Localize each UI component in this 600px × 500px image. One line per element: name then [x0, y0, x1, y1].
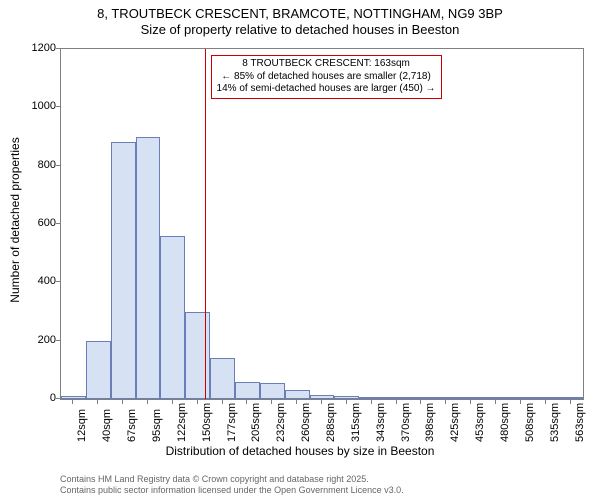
x-tick-mark — [296, 400, 297, 404]
histogram-bar — [459, 397, 484, 399]
histogram-bar — [409, 397, 434, 399]
x-tick-mark — [122, 400, 123, 404]
x-tick-mark — [495, 400, 496, 404]
x-tick-label: 343sqm — [375, 403, 387, 442]
info-box-line1: 8 TROUTBECK CRESCENT: 163sqm — [217, 58, 436, 71]
chart-title-line2: Size of property relative to detached ho… — [0, 22, 600, 37]
x-tick-label: 122sqm — [176, 403, 188, 442]
x-tick-label: 177sqm — [226, 403, 238, 442]
reference-info-box: 8 TROUTBECK CRESCENT: 163sqm ← 85% of de… — [211, 55, 442, 99]
x-tick-label: 563sqm — [574, 403, 586, 442]
histogram-bar — [260, 383, 285, 399]
info-box-line2: ← 85% of detached houses are smaller (2,… — [217, 71, 436, 84]
x-tick-label: 95sqm — [151, 409, 163, 442]
footer-line2: Contains public sector information licen… — [60, 485, 404, 496]
y-axis-title: Number of detached properties — [8, 137, 22, 302]
x-tick-mark — [470, 400, 471, 404]
chart-area: Number of detached properties 0200400600… — [0, 40, 600, 460]
plot-region: 8 TROUTBECK CRESCENT: 163sqm ← 85% of de… — [60, 48, 584, 400]
chart-title-block: 8, TROUTBECK CRESCENT, BRAMCOTE, NOTTING… — [0, 0, 600, 37]
histogram-bar — [310, 395, 335, 399]
x-tick-label: 425sqm — [449, 403, 461, 442]
histogram-bar — [334, 396, 359, 400]
histogram-bar — [210, 358, 235, 399]
histogram-bar — [235, 382, 260, 400]
x-tick-label: 67sqm — [126, 409, 138, 442]
x-tick-label: 232sqm — [275, 403, 287, 442]
x-tick-mark — [72, 400, 73, 404]
x-tick-mark — [172, 400, 173, 404]
x-tick-mark — [371, 400, 372, 404]
x-tick-mark — [396, 400, 397, 404]
histogram-bar — [160, 236, 185, 399]
x-tick-label: 453sqm — [474, 403, 486, 442]
histogram-bar — [558, 397, 583, 399]
y-tick-label: 400 — [38, 275, 56, 287]
histogram-bar — [61, 396, 86, 399]
x-tick-mark — [420, 400, 421, 404]
info-box-line3: 14% of semi-detached houses are larger (… — [217, 83, 436, 96]
histogram-bar — [484, 397, 509, 399]
footer-attribution: Contains HM Land Registry data © Crown c… — [60, 474, 404, 496]
x-tick-label: 205sqm — [250, 403, 262, 442]
x-tick-mark — [222, 400, 223, 404]
x-tick-label: 398sqm — [424, 403, 436, 442]
x-tick-mark — [246, 400, 247, 404]
x-tick-label: 12sqm — [76, 409, 88, 442]
x-tick-label: 508sqm — [524, 403, 536, 442]
histogram-bar — [533, 397, 558, 399]
x-tick-label: 260sqm — [300, 403, 312, 442]
chart-title-line1: 8, TROUTBECK CRESCENT, BRAMCOTE, NOTTING… — [0, 6, 600, 21]
x-tick-mark — [520, 400, 521, 404]
x-tick-label: 40sqm — [101, 409, 113, 442]
x-tick-label: 288sqm — [325, 403, 337, 442]
x-tick-label: 150sqm — [201, 403, 213, 442]
x-tick-label: 370sqm — [400, 403, 412, 442]
histogram-bar — [285, 390, 310, 399]
y-tick-label: 1200 — [32, 42, 56, 54]
histogram-bar — [136, 137, 161, 400]
x-tick-mark — [197, 400, 198, 404]
reference-line — [205, 49, 206, 399]
x-tick-mark — [321, 400, 322, 404]
histogram-bar — [384, 397, 409, 399]
y-tick-label: 600 — [38, 217, 56, 229]
x-tick-mark — [545, 400, 546, 404]
x-tick-mark — [445, 400, 446, 404]
y-tick-label: 200 — [38, 334, 56, 346]
x-tick-mark — [346, 400, 347, 404]
y-tick-label: 800 — [38, 159, 56, 171]
histogram-bar — [359, 397, 384, 399]
histogram-bar — [86, 341, 111, 399]
footer-line1: Contains HM Land Registry data © Crown c… — [60, 474, 404, 485]
histogram-bar — [508, 397, 533, 399]
x-tick-label: 480sqm — [499, 403, 511, 442]
x-tick-mark — [271, 400, 272, 404]
histogram-bar — [185, 312, 210, 400]
y-tick-label: 1000 — [32, 100, 56, 112]
x-axis-title: Distribution of detached houses by size … — [0, 444, 600, 458]
x-tick-mark — [147, 400, 148, 404]
x-tick-label: 315sqm — [350, 403, 362, 442]
x-tick-mark — [97, 400, 98, 404]
x-tick-label: 535sqm — [549, 403, 561, 442]
histogram-bar — [434, 397, 459, 399]
x-tick-mark — [570, 400, 571, 404]
histogram-bar — [111, 142, 136, 399]
